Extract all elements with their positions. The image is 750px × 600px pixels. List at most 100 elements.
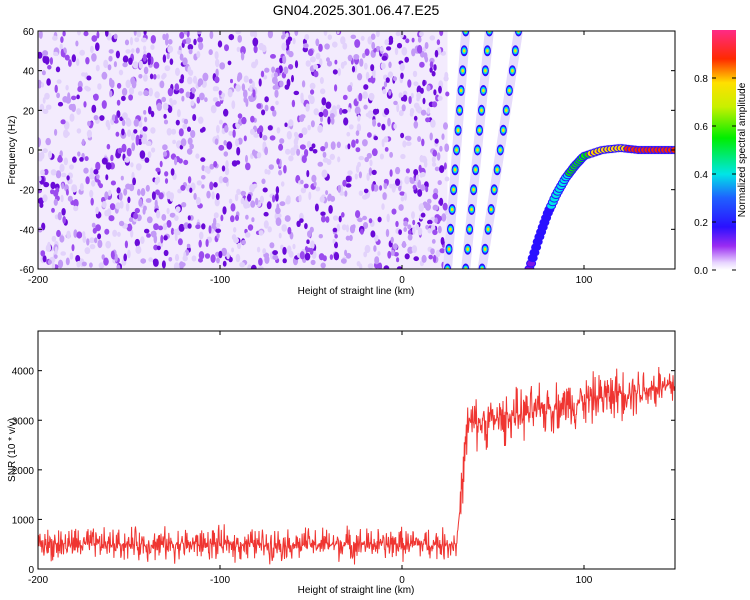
noise-speckle <box>310 89 315 95</box>
noise-speckle <box>87 120 91 127</box>
noise-speckle <box>272 250 278 256</box>
noise-speckle <box>178 128 184 137</box>
noise-speckle <box>197 36 204 43</box>
noise-speckle <box>318 253 325 261</box>
noise-speckle <box>263 75 268 80</box>
noise-speckle <box>104 228 110 235</box>
chirp-track-core <box>476 148 479 152</box>
noise-speckle <box>288 155 294 162</box>
noise-speckle <box>108 55 113 62</box>
noise-speckle <box>329 153 335 160</box>
noise-speckle <box>175 119 180 126</box>
noise-speckle <box>123 188 128 196</box>
noise-speckle <box>342 179 347 187</box>
noise-speckle <box>181 202 187 208</box>
chirp-track-core <box>459 88 463 93</box>
noise-speckle <box>437 180 442 186</box>
noise-speckle <box>395 178 401 186</box>
noise-speckle <box>363 104 368 110</box>
noise-speckle <box>198 231 204 240</box>
noise-speckle <box>367 263 374 269</box>
noise-speckle <box>282 55 287 64</box>
noise-speckle <box>105 240 112 249</box>
noise-speckle <box>166 191 170 197</box>
noise-speckle <box>318 58 323 67</box>
noise-speckle <box>430 248 435 255</box>
noise-speckle <box>294 133 300 142</box>
noise-speckle <box>101 71 108 80</box>
noise-speckle <box>332 227 338 233</box>
noise-speckle <box>163 235 168 241</box>
noise-speckle <box>288 64 294 70</box>
noise-speckle <box>117 147 123 154</box>
y-tick-label: 3000 <box>12 416 35 427</box>
noise-speckle <box>345 252 352 259</box>
noise-speckle <box>50 181 56 190</box>
noise-speckle <box>261 178 266 185</box>
noise-speckle <box>336 141 341 149</box>
noise-speckle <box>144 157 150 163</box>
noise-speckle <box>192 114 197 121</box>
noise-speckle <box>175 67 180 77</box>
noise-speckle <box>245 154 248 163</box>
noise-speckle <box>154 199 158 208</box>
noise-speckle <box>191 255 197 262</box>
noise-speckle <box>105 162 112 170</box>
noise-speckle <box>404 135 411 141</box>
chirp-track-core <box>450 207 454 212</box>
noise-speckle <box>187 126 191 132</box>
noise-speckle <box>444 176 450 182</box>
noise-speckle <box>236 146 241 156</box>
noise-speckle <box>151 191 156 201</box>
noise-speckle <box>137 91 143 96</box>
noise-speckle <box>59 163 65 172</box>
noise-speckle <box>174 83 180 91</box>
noise-speckle <box>59 43 63 50</box>
noise-speckle <box>278 232 282 239</box>
noise-speckle <box>391 184 396 193</box>
noise-speckle <box>132 177 137 186</box>
noise-speckle <box>103 59 109 69</box>
noise-speckle <box>187 137 193 145</box>
noise-speckle <box>227 60 232 66</box>
noise-speckle <box>162 102 169 111</box>
y-tick-label: -40 <box>20 225 35 236</box>
x-tick-label: 100 <box>576 275 593 286</box>
noise-speckle <box>337 68 341 76</box>
noise-speckle <box>252 149 256 156</box>
noise-speckle <box>116 82 122 89</box>
noise-speckle <box>396 103 400 113</box>
noise-speckle <box>178 88 184 94</box>
noise-speckle <box>235 160 241 165</box>
noise-speckle <box>306 170 310 178</box>
noise-speckle <box>210 105 217 114</box>
noise-speckle <box>39 151 45 160</box>
noise-speckle <box>439 31 444 37</box>
noise-speckle <box>425 186 429 193</box>
noise-speckle <box>419 184 426 192</box>
noise-speckle <box>420 109 427 116</box>
noise-speckle <box>286 130 292 140</box>
noise-speckle <box>64 54 70 61</box>
noise-speckle <box>427 219 433 225</box>
noise-speckle <box>299 144 306 150</box>
noise-speckle <box>364 48 370 56</box>
chart-title: GN04.2025.301.06.47.E25 <box>273 2 440 18</box>
noise-speckle <box>412 219 416 226</box>
noise-speckle <box>257 266 264 269</box>
noise-speckle <box>115 131 120 137</box>
noise-speckle <box>38 79 42 89</box>
noise-speckle <box>396 42 403 49</box>
noise-speckle <box>237 35 242 43</box>
noise-speckle <box>121 119 126 127</box>
noise-speckle <box>258 257 263 266</box>
noise-speckle <box>388 61 392 69</box>
noise-speckle <box>160 234 164 244</box>
noise-speckle <box>151 147 156 153</box>
noise-speckle <box>439 165 445 174</box>
noise-speckle <box>306 140 311 148</box>
noise-speckle <box>329 254 334 260</box>
noise-speckle <box>139 129 144 135</box>
